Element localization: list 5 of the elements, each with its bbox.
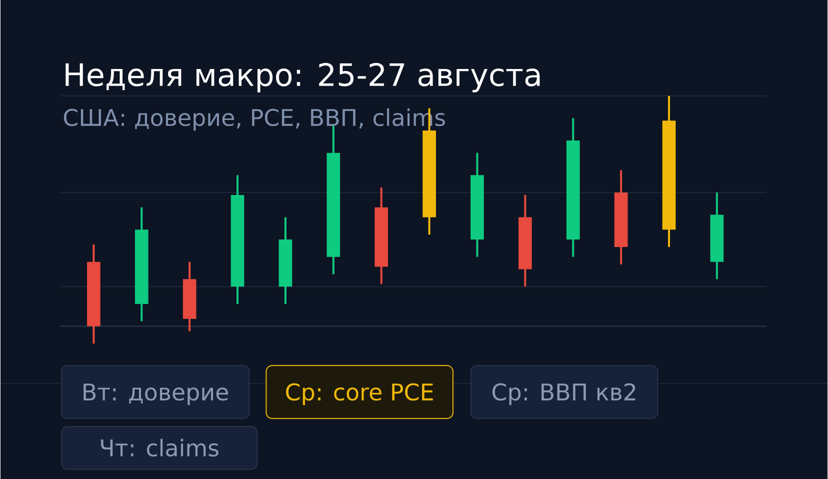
chart-title: Неделя макро: 25-27 августа <box>66 62 540 92</box>
text: Ср: ВВП кв2 <box>492 383 636 405</box>
text: Вт: доверие <box>84 383 228 405</box>
text: Чт: claims <box>101 438 218 456</box>
text: Ср: core PCE <box>286 383 433 405</box>
